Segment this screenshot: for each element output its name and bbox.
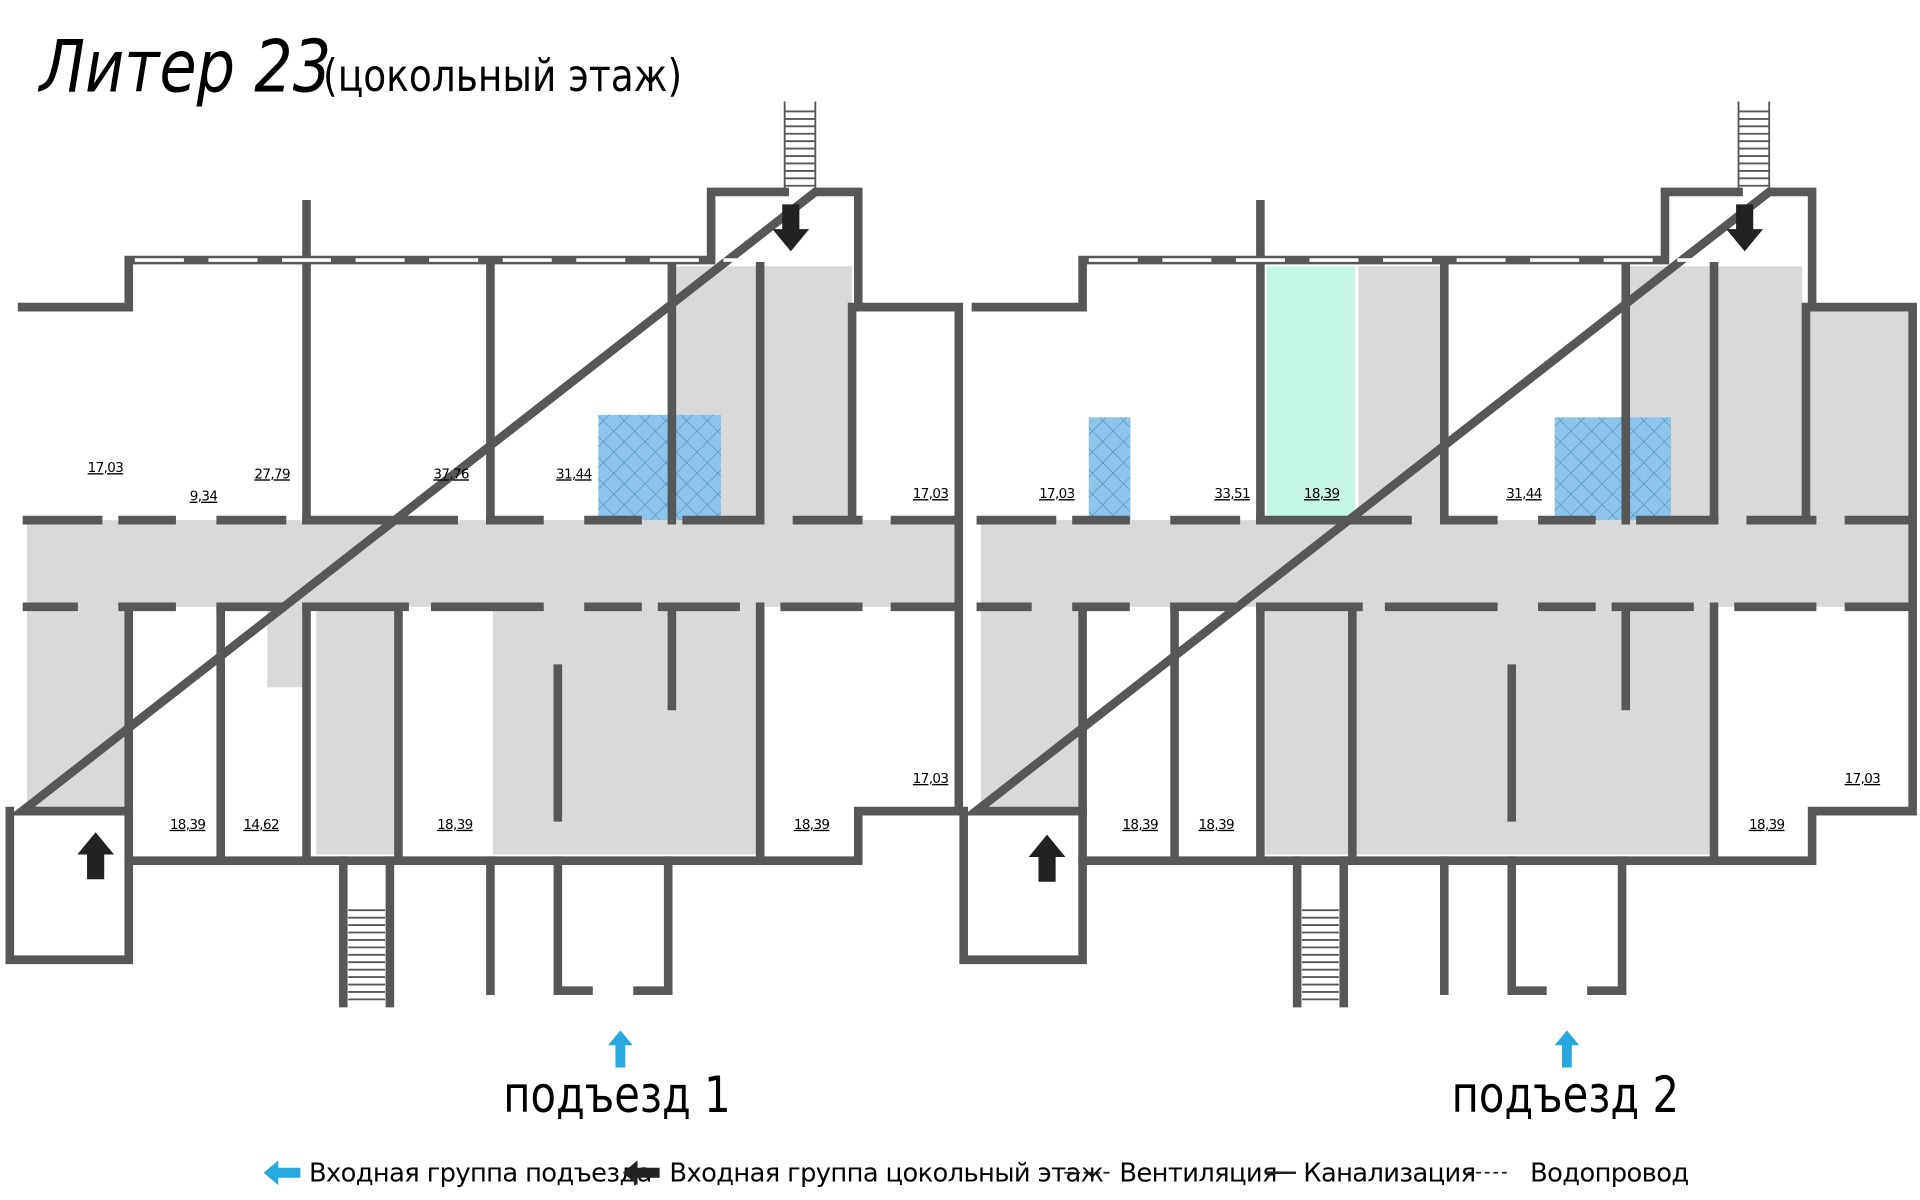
wall (9, 187, 964, 866)
entrance-label: подъезд 1 (503, 1067, 730, 1124)
wall (1078, 602, 1719, 866)
legend: Входная группа подъезда Входная группа ц… (263, 1158, 1689, 1189)
arrow (772, 204, 810, 252)
room-area: 27,79 (254, 466, 290, 482)
legend-label: Вентиляция (1119, 1158, 1277, 1188)
wall (783, 101, 817, 192)
wall (5, 806, 134, 965)
bathroom (598, 414, 669, 521)
room-area: 33,51 (1214, 486, 1250, 502)
room-area: 18,39 (794, 817, 830, 833)
section (5, 101, 964, 1068)
corridor (26, 520, 957, 607)
legend-icon (622, 1160, 660, 1186)
corridor (980, 520, 1913, 607)
room-fill (1266, 266, 1355, 521)
legend-label: Входная группа цокольный этаж (669, 1158, 1103, 1188)
legend-label: Водопровод (1530, 1158, 1688, 1188)
room-area: 14,62 (243, 817, 279, 833)
wall (1440, 856, 1627, 996)
wall (1737, 101, 1771, 192)
walls (5, 101, 1917, 1068)
room-area: 18,39 (1198, 817, 1234, 833)
wall (1292, 856, 1349, 1008)
arrow (608, 1030, 633, 1068)
legend-label: Канализация (1303, 1158, 1475, 1188)
room-fill (316, 606, 395, 855)
wall (486, 856, 673, 996)
room-area: 17,03 (1845, 771, 1881, 787)
room-area: 31,44 (1506, 486, 1542, 502)
bathroom (1088, 417, 1131, 521)
wall (339, 856, 395, 1008)
wall (963, 187, 1917, 866)
room-area: 17,03 (913, 771, 949, 787)
bathroom (1628, 417, 1672, 521)
subtitle: (цокольный этаж) (323, 50, 682, 102)
entrance-label: подъезд 2 (1452, 1067, 1679, 1124)
room-area: 18,39 (1749, 817, 1785, 833)
room-fill (492, 606, 761, 855)
section (959, 101, 1917, 1068)
room-area: 17,03 (88, 460, 124, 476)
room-fill (267, 606, 307, 688)
wall (1256, 200, 1811, 525)
room-area: 31,44 (556, 466, 592, 482)
room-fill (1802, 309, 1913, 521)
legend-icon (263, 1160, 301, 1186)
room-area: 17,03 (1039, 486, 1075, 502)
bathroom (671, 414, 721, 521)
wall (959, 806, 1087, 965)
arrow (77, 832, 115, 880)
arrow (1554, 1030, 1580, 1068)
arrow (1726, 204, 1764, 252)
room-area: 18,39 (170, 817, 206, 833)
title: Литер 23 (38, 24, 331, 108)
room-fill (980, 606, 1079, 808)
room-area: 18,39 (1122, 817, 1158, 833)
room-area: 9,34 (190, 489, 218, 505)
wall (302, 200, 857, 525)
legend-label: Входная группа подъезда (309, 1158, 652, 1188)
room-area: 17,03 (913, 486, 949, 502)
room-fill (1265, 606, 1711, 855)
room-area: 37,76 (433, 466, 469, 482)
room-fill (26, 606, 129, 808)
bathroom (1554, 417, 1625, 521)
room-area: 18,39 (1304, 486, 1340, 502)
arrow (1028, 834, 1066, 882)
room-area: 18,39 (437, 817, 473, 833)
wall (124, 602, 765, 866)
